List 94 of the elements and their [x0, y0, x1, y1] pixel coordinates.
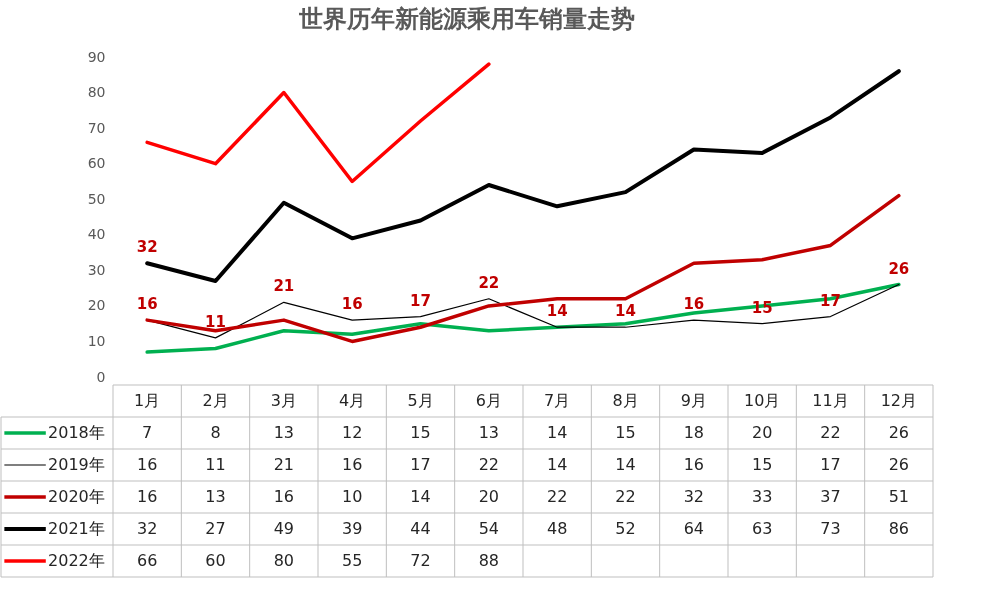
x-tick-label: 12月	[880, 391, 918, 410]
x-tick-label: 5月	[407, 391, 434, 410]
y-tick-label: 40	[87, 226, 106, 243]
annotation: 32	[136, 238, 158, 257]
data-label: 16	[136, 455, 158, 474]
data-label: 21	[273, 455, 295, 474]
data-label: 51	[888, 487, 910, 506]
annotation: 14	[546, 302, 568, 321]
x-tick-label: 6月	[475, 391, 502, 410]
y-tick-label: 20	[87, 297, 106, 314]
y-tick-label: 30	[87, 261, 106, 278]
data-label: 8	[210, 423, 221, 442]
y-tick-label: 70	[87, 119, 106, 136]
annotation: 11	[205, 312, 226, 331]
data-label: 48	[546, 519, 568, 538]
data-label: 12	[341, 423, 363, 442]
data-label: 13	[205, 487, 226, 506]
annotation: 14	[615, 302, 636, 321]
legend-label: 2019年	[48, 455, 105, 474]
data-label: 33	[751, 487, 773, 506]
data-label: 16	[683, 455, 705, 474]
data-label: 13	[478, 423, 500, 442]
x-tick-label: 7月	[544, 391, 571, 410]
data-label: 17	[820, 455, 841, 474]
x-tick-label: 9月	[680, 391, 707, 410]
data-label: 73	[820, 519, 841, 538]
x-tick-label: 1月	[134, 391, 161, 410]
annotation: 17	[410, 291, 431, 310]
data-label: 15	[751, 455, 773, 474]
y-tick-label: 90	[87, 48, 106, 65]
data-label: 22	[615, 487, 636, 506]
annotation: 26	[888, 259, 910, 278]
annotation: 16	[136, 295, 158, 314]
x-tick-label: 2月	[202, 391, 229, 410]
chart-title: 世界历年新能源乘用车销量走势	[298, 5, 635, 33]
data-label: 20	[751, 423, 773, 442]
annotation: 22	[478, 273, 500, 292]
data-label: 7	[142, 423, 153, 442]
y-tick-label: 10	[87, 332, 106, 349]
data-label: 60	[205, 551, 226, 570]
data-label: 63	[751, 519, 773, 538]
annotation: 21	[273, 277, 295, 296]
data-label: 26	[888, 455, 910, 474]
data-label: 22	[478, 455, 500, 474]
legend-label: 2021年	[48, 519, 105, 538]
y-tick-label: 0	[96, 368, 106, 385]
line-series	[145, 62, 491, 184]
data-label: 80	[273, 551, 295, 570]
data-label: 15	[615, 423, 636, 442]
y-tick-label: 80	[87, 84, 106, 101]
data-label: 22	[546, 487, 568, 506]
data-label: 11	[205, 455, 226, 474]
data-label: 14	[410, 487, 431, 506]
data-label: 26	[888, 423, 910, 442]
data-label: 66	[136, 551, 158, 570]
data-label: 49	[273, 519, 295, 538]
x-tick-label: 3月	[270, 391, 297, 410]
y-tick-label: 50	[87, 190, 106, 207]
data-label: 27	[205, 519, 226, 538]
legend-label: 2022年	[48, 551, 105, 570]
y-tick-label: 60	[87, 155, 106, 172]
data-label: 72	[410, 551, 431, 570]
data-label: 32	[683, 487, 705, 506]
data-label: 13	[273, 423, 295, 442]
data-label: 14	[546, 423, 568, 442]
annotation: 16	[683, 295, 705, 314]
x-tick-label: 8月	[612, 391, 639, 410]
data-label: 14	[546, 455, 568, 474]
legend-label: 2020年	[48, 487, 105, 506]
data-label: 86	[888, 519, 910, 538]
data-label: 39	[341, 519, 363, 538]
data-label: 32	[136, 519, 158, 538]
x-tick-label: 4月	[339, 391, 366, 410]
data-label: 16	[341, 455, 363, 474]
data-label: 88	[478, 551, 500, 570]
x-tick-label: 11月	[812, 391, 849, 410]
data-label: 16	[136, 487, 158, 506]
data-label: 22	[820, 423, 841, 442]
data-label: 10	[341, 487, 363, 506]
annotation: 16	[341, 295, 363, 314]
data-label: 64	[683, 519, 705, 538]
data-label: 52	[615, 519, 636, 538]
data-label: 17	[410, 455, 431, 474]
data-label: 44	[410, 519, 431, 538]
data-label: 20	[478, 487, 500, 506]
data-label: 15	[410, 423, 431, 442]
data-label: 37	[820, 487, 841, 506]
data-label: 54	[478, 519, 500, 538]
data-label: 14	[615, 455, 636, 474]
data-label: 16	[273, 487, 295, 506]
legend-label: 2018年	[48, 423, 105, 442]
data-label: 18	[683, 423, 705, 442]
data-label: 55	[341, 551, 363, 570]
x-tick-label: 10月	[743, 391, 781, 410]
